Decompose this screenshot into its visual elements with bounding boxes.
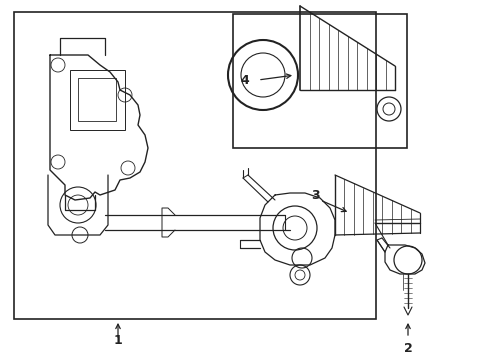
Bar — [70, 70, 125, 130]
Text: 4: 4 — [241, 73, 249, 86]
Text: 1: 1 — [114, 333, 122, 346]
Bar — [78, 78, 116, 121]
Text: 3: 3 — [311, 189, 319, 202]
Bar — [233, 14, 407, 148]
Text: 2: 2 — [404, 342, 413, 355]
Bar — [14, 12, 376, 319]
